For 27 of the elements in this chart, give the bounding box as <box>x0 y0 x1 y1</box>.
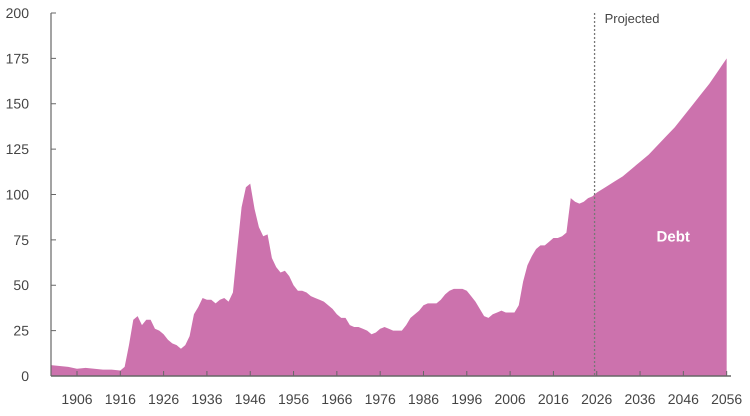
x-tick-label: 1986 <box>408 391 440 407</box>
y-tick-label: 150 <box>6 96 30 112</box>
x-tick-label: 2036 <box>624 391 656 407</box>
y-tick-label: 0 <box>21 368 30 384</box>
x-tick-label: 2056 <box>711 391 742 407</box>
x-tick-label: 1906 <box>61 391 93 407</box>
x-tick-label: 1976 <box>364 391 396 407</box>
x-tick-label: 2006 <box>494 391 526 407</box>
x-tick-label: 1916 <box>104 391 136 407</box>
y-tick-label: 125 <box>6 141 30 158</box>
x-tick-label: 1996 <box>451 391 483 407</box>
x-tick-label: 1936 <box>191 391 223 407</box>
x-tick-label: 2016 <box>538 391 570 407</box>
y-tick-label: 75 <box>13 232 30 248</box>
x-tick-label: 2026 <box>581 391 613 407</box>
y-tick-label: 200 <box>6 4 30 21</box>
x-tick-label: 1966 <box>321 391 353 407</box>
x-tick-label: 1956 <box>278 391 310 407</box>
x-tick-label: 1926 <box>148 391 180 407</box>
y-tick-label: 175 <box>6 50 30 66</box>
series-label: Debt <box>656 228 690 246</box>
y-tick-label: 50 <box>13 277 30 294</box>
y-tick-label: 25 <box>13 322 30 339</box>
x-tick-label: 2046 <box>668 391 700 407</box>
x-tick-label: 1946 <box>234 391 266 407</box>
ref-line-label: Projected <box>604 11 660 26</box>
y-tick-label: 100 <box>6 186 30 202</box>
